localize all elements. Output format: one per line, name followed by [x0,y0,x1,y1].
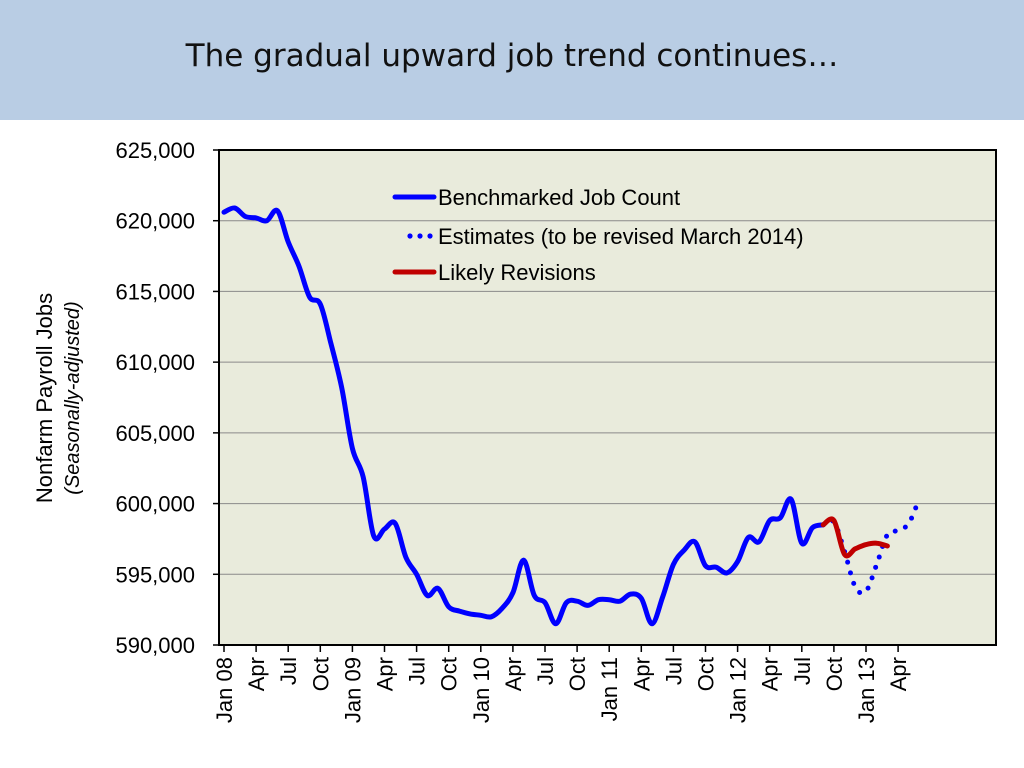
y-tick-labels: 625,000 620,000 615,000 610,000 605,000 600,0… [115,138,219,658]
y-axis-title: Nonfarm Payroll Jobs (Seasonally-adjuste… [32,293,84,503]
legend: Benchmarked Job Count Estimates (to be r… [392,185,804,285]
x-tick-label: Jan 09 [340,657,365,723]
payroll-jobs-chart: 625,000 620,000 615,000 610,000 605,000 600,0… [32,138,997,723]
x-tick-label: Apr [886,657,911,691]
x-tick-label: Oct [822,657,847,691]
x-tick-label: Jul [790,657,815,685]
y-tick-label: 590,000 [115,633,195,658]
x-tick-label: Apr [244,657,269,691]
x-tick-label: Jul [276,657,301,685]
series-line-estimates [820,495,922,596]
y-tick-label: 595,000 [115,562,195,587]
x-tick-label: Jan 10 [469,657,494,723]
x-tick-label: Oct [437,657,462,691]
plot-area [219,150,996,645]
x-tick-label: Apr [629,657,654,691]
legend-label-revisions: Likely Revisions [438,260,596,285]
x-tick-label: Jan 11 [597,657,622,721]
x-tick-label: Oct [308,657,333,691]
y-tick-label: 605,000 [115,421,195,446]
series-line-revisions [820,516,890,559]
slide-title: The gradual upward job trend continues… [185,38,839,74]
plot-border [218,149,997,646]
x-tick-label: Jul [533,657,558,685]
x-tick-label: Jan 08 [212,657,237,723]
x-tick-label: Oct [694,657,719,691]
series-lines [221,205,922,627]
y-tick-label: 615,000 [115,279,195,304]
x-tick-label: Oct [565,657,590,691]
y-tick-label: 625,000 [115,138,195,163]
x-tick-label: Jan 13 [854,657,879,723]
y-tick-label: 620,000 [115,209,195,234]
y-tick-label: 600,000 [115,492,195,517]
gridlines [219,220,996,575]
y-tick-label: 610,000 [115,350,195,375]
legend-label-estimates: Estimates (to be revised March 2014) [438,224,804,249]
legend-label-benchmarked: Benchmarked Job Count [438,185,680,210]
series-line-benchmarked [221,205,826,627]
x-tick-label: Jan 12 [726,657,751,723]
x-tick-labels: Jan 08 Apr Jul Oct Jan 09 Apr Jul Oct Jan 10 Apr J… [212,645,911,723]
x-tick-label: Apr [501,657,526,691]
y-axis-sublabel: (Seasonally-adjusted) [62,301,84,494]
x-tick-label: Apr [373,657,398,691]
x-tick-label: Jul [405,657,430,685]
legend-swatch-estimates [407,233,433,239]
x-tick-label: Apr [758,657,783,691]
x-tick-label: Jul [661,657,686,685]
title-band [0,0,1024,120]
y-axis-label: Nonfarm Payroll Jobs [32,293,57,503]
